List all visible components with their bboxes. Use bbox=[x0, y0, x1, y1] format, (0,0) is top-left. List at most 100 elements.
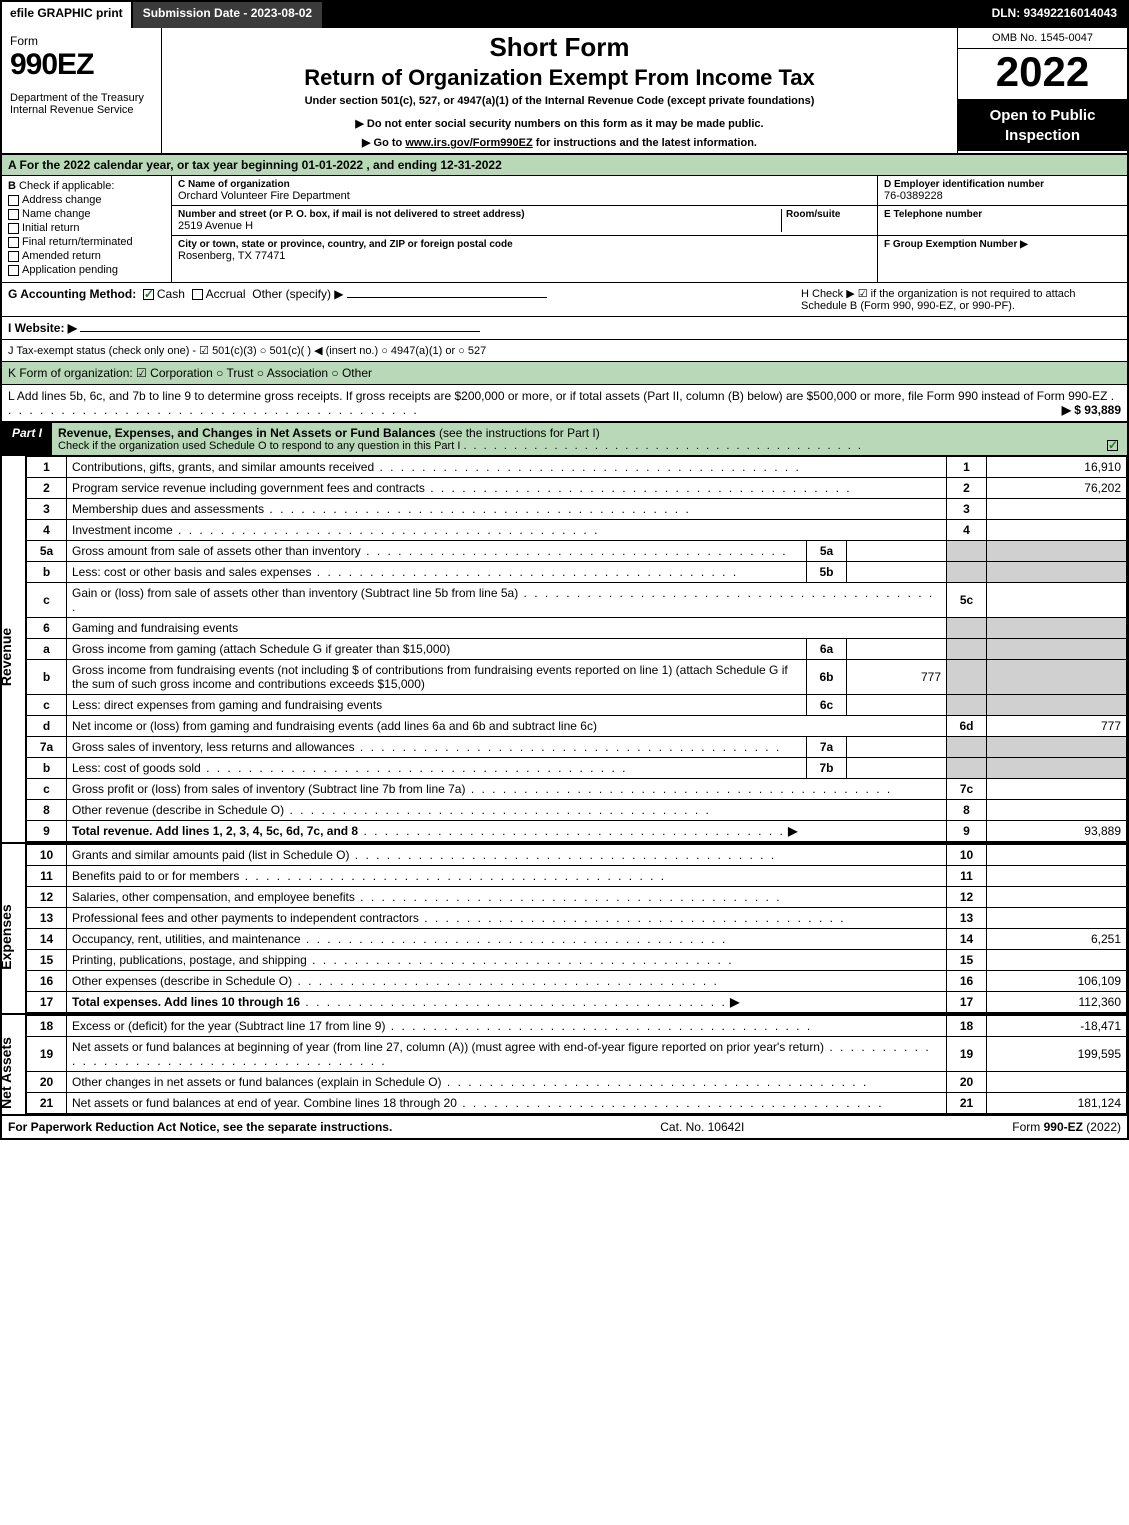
line-desc: Gross amount from sale of assets other t… bbox=[72, 544, 361, 558]
chk-amended-return[interactable]: Amended return bbox=[8, 250, 165, 262]
line-6a: aGross income from gaming (attach Schedu… bbox=[27, 639, 1127, 660]
dots bbox=[264, 502, 691, 516]
line-num: 16 bbox=[27, 971, 67, 992]
efile-print-label[interactable]: efile GRAPHIC print bbox=[2, 2, 133, 28]
line-ref: 20 bbox=[947, 1072, 987, 1093]
line-desc: Grants and similar amounts paid (list in… bbox=[72, 848, 349, 862]
line-amt bbox=[987, 908, 1127, 929]
line-ref: 9 bbox=[947, 821, 987, 842]
row-i-website: I Website: ▶ bbox=[2, 317, 1127, 340]
line-desc: Gross profit or (loss) from sales of inv… bbox=[72, 782, 465, 796]
line-ref: 16 bbox=[947, 971, 987, 992]
group-exemption-row: F Group Exemption Number ▶ bbox=[878, 236, 1127, 265]
line-14: 14Occupancy, rent, utilities, and mainte… bbox=[27, 929, 1127, 950]
checkbox-icon[interactable] bbox=[192, 289, 203, 300]
ein-hdr: D Employer identification number bbox=[884, 179, 1121, 190]
line-amt bbox=[987, 583, 1127, 618]
line-7c: cGross profit or (loss) from sales of in… bbox=[27, 779, 1127, 800]
chk-label: Initial return bbox=[22, 222, 79, 234]
line-num: c bbox=[27, 695, 67, 716]
line-desc: Less: cost or other basis and sales expe… bbox=[72, 565, 311, 579]
checkbox-icon bbox=[8, 223, 19, 234]
line-boxval bbox=[847, 695, 947, 716]
line-num: a bbox=[27, 639, 67, 660]
under-section-text: Under section 501(c), 527, or 4947(a)(1)… bbox=[170, 95, 949, 107]
form-word: Form bbox=[10, 34, 153, 48]
checkbox-icon[interactable] bbox=[143, 289, 154, 300]
form-header: Form 990EZ Department of the Treasury In… bbox=[2, 28, 1127, 155]
line-19: 19Net assets or fund balances at beginni… bbox=[27, 1037, 1127, 1072]
room-hdr: Room/suite bbox=[786, 209, 871, 220]
chk-initial-return[interactable]: Initial return bbox=[8, 222, 165, 234]
line-6d: dNet income or (loss) from gaming and fu… bbox=[27, 716, 1127, 737]
line-num: 11 bbox=[27, 866, 67, 887]
dots bbox=[419, 911, 846, 925]
line-desc: Gaming and fundraising events bbox=[72, 621, 238, 635]
line-desc: Program service revenue including govern… bbox=[72, 481, 425, 495]
street: 2519 Avenue H bbox=[178, 220, 781, 232]
col-b-check-applicable: B Check if applicable: Address change Na… bbox=[2, 176, 172, 282]
line-6: 6Gaming and fundraising events bbox=[27, 618, 1127, 639]
dln-label: DLN: 93492216014043 bbox=[982, 2, 1127, 28]
line-desc: Professional fees and other payments to … bbox=[72, 911, 419, 925]
line-desc: Investment income bbox=[72, 523, 173, 537]
shade bbox=[947, 660, 987, 695]
netassets-block: Net Assets 18Excess or (deficit) for the… bbox=[2, 1013, 1127, 1114]
line-amt: 777 bbox=[987, 716, 1127, 737]
g-other: Other (specify) ▶ bbox=[252, 287, 343, 301]
line-9: 9 Total revenue. Add lines 1, 2, 3, 4, 5c… bbox=[27, 821, 1127, 842]
line-desc: Total revenue. Add lines 1, 2, 3, 4, 5c,… bbox=[72, 824, 358, 838]
line-ref: 7c bbox=[947, 779, 987, 800]
dots bbox=[311, 565, 738, 579]
line-num: b bbox=[27, 562, 67, 583]
main-title: Return of Organization Exempt From Incom… bbox=[170, 65, 949, 91]
line-desc: Less: cost of goods sold bbox=[72, 761, 201, 775]
submission-date-label: Submission Date - 2023-08-02 bbox=[133, 2, 324, 28]
g-other-input[interactable] bbox=[347, 297, 547, 298]
website-input[interactable] bbox=[80, 331, 480, 332]
line-amt: 112,360 bbox=[987, 992, 1127, 1013]
chk-name-change[interactable]: Name change bbox=[8, 208, 165, 220]
dots bbox=[355, 740, 782, 754]
revenue-block: Revenue 1Contributions, gifts, grants, a… bbox=[2, 456, 1127, 842]
line-ref: 18 bbox=[947, 1016, 987, 1037]
check-if-applicable: Check if applicable: bbox=[19, 180, 114, 192]
header-mid: Short Form Return of Organization Exempt… bbox=[162, 28, 957, 153]
part1-title: Revenue, Expenses, and Changes in Net As… bbox=[58, 426, 436, 440]
line-amt bbox=[987, 779, 1127, 800]
shade bbox=[987, 618, 1127, 639]
dots bbox=[239, 869, 666, 883]
line-boxval bbox=[847, 737, 947, 758]
city-hdr: City or town, state or province, country… bbox=[178, 239, 871, 250]
line-desc: Other expenses (describe in Schedule O) bbox=[72, 974, 292, 988]
line-20: 20Other changes in net assets or fund ba… bbox=[27, 1072, 1127, 1093]
line-amt bbox=[987, 866, 1127, 887]
dots bbox=[355, 890, 782, 904]
line-amt bbox=[987, 950, 1127, 971]
line-21: 21Net assets or fund balances at end of … bbox=[27, 1093, 1127, 1114]
street-row: Number and street (or P. O. box, if mail… bbox=[172, 206, 877, 236]
col-b-label: B bbox=[8, 180, 16, 192]
irs-link[interactable]: www.irs.gov/Form990EZ bbox=[405, 137, 532, 149]
line-2: 2Program service revenue including gover… bbox=[27, 478, 1127, 499]
line-box: 6b bbox=[807, 660, 847, 695]
chk-final-return[interactable]: Final return/terminated bbox=[8, 236, 165, 248]
checkbox-icon[interactable] bbox=[1107, 440, 1118, 451]
line-num: 7a bbox=[27, 737, 67, 758]
dots bbox=[358, 824, 785, 838]
header-left: Form 990EZ Department of the Treasury In… bbox=[2, 28, 162, 153]
line-amt bbox=[987, 499, 1127, 520]
do-not-enter-text: ▶ Do not enter social security numbers o… bbox=[170, 117, 949, 130]
col-def: D Employer identification number 76-0389… bbox=[877, 176, 1127, 282]
chk-address-change[interactable]: Address change bbox=[8, 194, 165, 206]
part1-header: Part I Revenue, Expenses, and Changes in… bbox=[2, 422, 1127, 456]
expenses-table: 10Grants and similar amounts paid (list … bbox=[26, 844, 1127, 1013]
sidelabel-expenses: Expenses bbox=[2, 844, 26, 1013]
topbar-spacer bbox=[324, 2, 981, 28]
chk-application-pending[interactable]: Application pending bbox=[8, 264, 165, 276]
line-7b: bLess: cost of goods sold7b bbox=[27, 758, 1127, 779]
dots bbox=[442, 1075, 869, 1089]
line-boxval bbox=[847, 541, 947, 562]
dots bbox=[465, 782, 892, 796]
shade bbox=[947, 758, 987, 779]
